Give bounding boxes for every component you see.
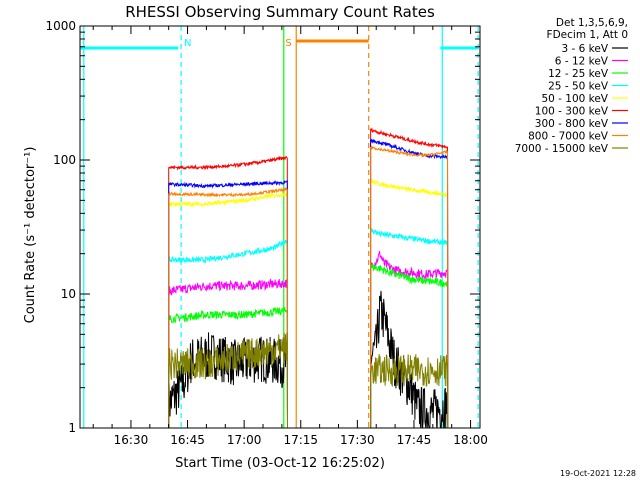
y-tick-label-1000: 1000 — [45, 19, 76, 33]
x-tick-label-16-30: 16:30 — [114, 433, 149, 447]
plot-frame — [79, 25, 481, 429]
legend-label-6: 300 - 800 keV — [535, 118, 609, 130]
series-line-seg2 — [370, 354, 449, 428]
series-line-seg2 — [370, 145, 449, 428]
legend-label-4: 50 - 100 keV — [541, 93, 608, 105]
annotation-s: S — [285, 38, 291, 49]
legend-label-1: 6 - 12 keV — [555, 56, 609, 68]
x-tick-label-17-30: 17:30 — [340, 433, 375, 447]
y-tick-label-1: 1 — [68, 421, 76, 435]
series-line-seg1 — [168, 332, 288, 428]
legend-label-0: 3 - 6 keV — [561, 43, 608, 55]
annotation-n: N — [184, 38, 191, 49]
series-line-seg2 — [370, 127, 449, 428]
legend-label-3: 25 - 50 keV — [548, 81, 609, 93]
legend-label-2: 12 - 25 keV — [548, 68, 609, 80]
series-7000-15000-kev — [168, 332, 449, 428]
series-line-seg2 — [370, 263, 449, 428]
legend: Det 1,3,5,6,9,FDecim 1, Att 0 3 - 6 keV6 … — [515, 17, 628, 155]
series-line-seg2 — [370, 227, 449, 428]
legend-label-5: 100 - 300 keV — [535, 106, 609, 118]
series-line-seg2 — [370, 290, 449, 428]
x-tick-label-17-45: 17:45 — [397, 433, 432, 447]
series-100-300-kev — [168, 127, 449, 428]
series-line-seg1 — [168, 191, 288, 428]
series-6-12-kev — [168, 250, 449, 428]
series-12-25-kev — [168, 263, 449, 428]
series-line-seg1 — [168, 186, 288, 428]
y-tick-label-10: 10 — [61, 287, 76, 301]
series-800-7000-kev — [168, 145, 449, 428]
series-line-seg1 — [168, 306, 288, 428]
x-tick-label-16-45: 16:45 — [170, 433, 205, 447]
series-line-seg1 — [168, 179, 288, 428]
x-tick-label-18-00: 18:00 — [453, 433, 488, 447]
series-line-seg2 — [370, 137, 449, 428]
x-tick-label-17-15: 17:15 — [283, 433, 318, 447]
y-axis-label: Count Rate (s⁻¹ detector⁻¹) — [23, 147, 38, 324]
series-50-100-kev — [168, 179, 449, 428]
x-tick-label-17-00: 17:00 — [227, 433, 262, 447]
y-tick-label-100: 100 — [53, 153, 76, 167]
chart-title: RHESSI Observing Summary Count Rates — [125, 3, 435, 21]
legend-label-8: 7000 - 15000 keV — [515, 143, 609, 155]
series-25-50-kev — [168, 227, 449, 428]
legend-header-line-1: FDecim 1, Att 0 — [547, 29, 628, 41]
legend-label-7: 800 - 7000 keV — [528, 131, 609, 143]
x-axis-label: Start Time (03-Oct-12 16:25:02) — [175, 456, 385, 471]
legend-header-line-0: Det 1,3,5,6,9, — [556, 17, 628, 29]
series-300-800-kev — [168, 137, 449, 428]
series-line-seg2 — [370, 179, 449, 428]
series-line-seg2 — [370, 250, 449, 428]
series-line-seg1 — [168, 278, 288, 428]
series-line-seg1 — [168, 155, 288, 428]
footer-timestamp: 19-Oct-2021 12:28 — [560, 469, 636, 478]
axes: 1 10 100 1000 16:30 16:45 17:00 17:15 17:30 17:45… — [45, 19, 487, 447]
series-line-seg1 — [168, 240, 288, 428]
